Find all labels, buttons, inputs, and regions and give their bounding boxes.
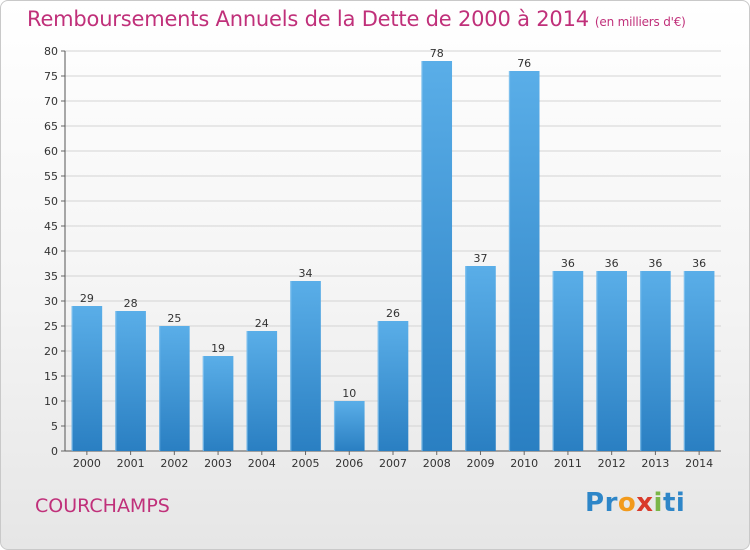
x-tick-labels: 2000 2001 2002 2003 2004 2005 2006 2007 2008 2009… (73, 457, 713, 470)
logo-letter: P (585, 488, 605, 518)
x-tick-label: 2010 (510, 457, 538, 470)
y-tick-label: 65 (44, 120, 58, 133)
bar-highlight (202, 356, 204, 451)
logo-letter: x (636, 488, 654, 518)
bar-highlight (246, 331, 248, 451)
chart-title: Remboursements Annuels de la Dette de 20… (27, 7, 686, 31)
x-tick-label: 2000 (73, 457, 101, 470)
x-tick-label: 2013 (641, 457, 669, 470)
bar (333, 401, 365, 451)
x-tick-label: 2009 (466, 457, 494, 470)
y-tick-label: 55 (44, 170, 58, 183)
commune-name: COURCHAMPS (35, 495, 170, 517)
bar-value-label: 25 (167, 312, 181, 325)
bar-value-label: 26 (386, 307, 400, 320)
logo-letter: r (604, 488, 618, 518)
bar (290, 281, 321, 451)
x-tick-label: 2003 (204, 457, 232, 470)
bar-value-label: 36 (605, 257, 619, 270)
bar-highlight (377, 321, 379, 451)
bar-value-label: 78 (430, 47, 444, 60)
x-tick-label: 2001 (117, 457, 145, 470)
logo-letter: ti (662, 488, 686, 518)
data-labels: 29 28 25 19 24 34 10 26 78 37 76 36 36 36 36 (80, 47, 706, 400)
x-tick-label: 2002 (160, 457, 188, 470)
bar-value-label: 10 (342, 387, 356, 400)
x-tick-label: 2011 (554, 457, 582, 470)
y-tick-label: 35 (44, 270, 58, 283)
bar-highlight (333, 401, 336, 451)
bar-highlight (508, 71, 511, 451)
bar (246, 331, 278, 451)
bar-highlight (552, 271, 554, 451)
bar (115, 311, 146, 451)
bar-highlight (421, 61, 423, 451)
y-tick-label: 5 (51, 420, 58, 433)
bar (552, 271, 584, 451)
bar-value-label: 37 (473, 252, 487, 265)
y-tick-label: 10 (44, 395, 58, 408)
bar (421, 61, 453, 451)
y-tick-label: 40 (44, 245, 58, 258)
bar-value-label: 24 (255, 317, 269, 330)
x-tick-label: 2005 (292, 457, 320, 470)
bar-highlight (683, 271, 686, 451)
bar-highlight (596, 271, 598, 451)
bar-highlight (290, 281, 292, 451)
y-tick-label: 60 (44, 145, 58, 158)
x-tick-label: 2014 (685, 457, 713, 470)
bar-value-label: 36 (648, 257, 662, 270)
x-tick-label: 2012 (598, 457, 626, 470)
bar-highlight (465, 266, 467, 451)
y-tick-label: 15 (44, 370, 58, 383)
bar-highlight (115, 311, 117, 451)
bar-highlight (640, 271, 642, 451)
x-tick-label: 2004 (248, 457, 276, 470)
y-tick-label: 0 (51, 445, 58, 458)
y-tick-label: 45 (44, 220, 58, 233)
y-tick-label: 30 (44, 295, 58, 308)
bar-highlight (71, 306, 73, 451)
bar-value-label: 19 (211, 342, 225, 355)
y-tick-labels: 0 5 10 15 20 25 30 35 40 45 50 55 60 65 70 75 80 (44, 45, 58, 458)
bar-value-label: 28 (124, 297, 138, 310)
bar (508, 71, 540, 451)
bar-value-label: 36 (692, 257, 706, 270)
bar (71, 306, 103, 451)
bar-value-label: 36 (561, 257, 575, 270)
chart-subtitle: (en milliers d'€) (594, 15, 686, 29)
logo-letter: o (617, 488, 637, 518)
y-tick-label: 25 (44, 320, 58, 333)
bar-value-label: 29 (80, 292, 94, 305)
bar (640, 271, 671, 451)
logo-letter: i (653, 488, 663, 518)
x-tick-label: 2008 (423, 457, 451, 470)
proxiti-logo: Proxiti (585, 488, 685, 518)
y-tick-label: 20 (44, 345, 58, 358)
bar (596, 271, 627, 451)
y-tick-label: 75 (44, 70, 58, 83)
bar-value-label: 76 (517, 57, 531, 70)
bar-highlight (159, 326, 161, 451)
bar (465, 266, 496, 451)
y-tick-label: 50 (44, 195, 58, 208)
bar-value-label: 34 (299, 267, 313, 280)
bars (71, 61, 715, 451)
bar (202, 356, 234, 451)
bar (683, 271, 715, 451)
bar (159, 326, 190, 451)
x-tick-label: 2006 (335, 457, 363, 470)
chart-title-text: Remboursements Annuels de la Dette de 20… (27, 7, 589, 31)
y-tick-label: 80 (44, 45, 58, 58)
bar (377, 321, 409, 451)
x-tick-label: 2007 (379, 457, 407, 470)
y-tick-label: 70 (44, 95, 58, 108)
